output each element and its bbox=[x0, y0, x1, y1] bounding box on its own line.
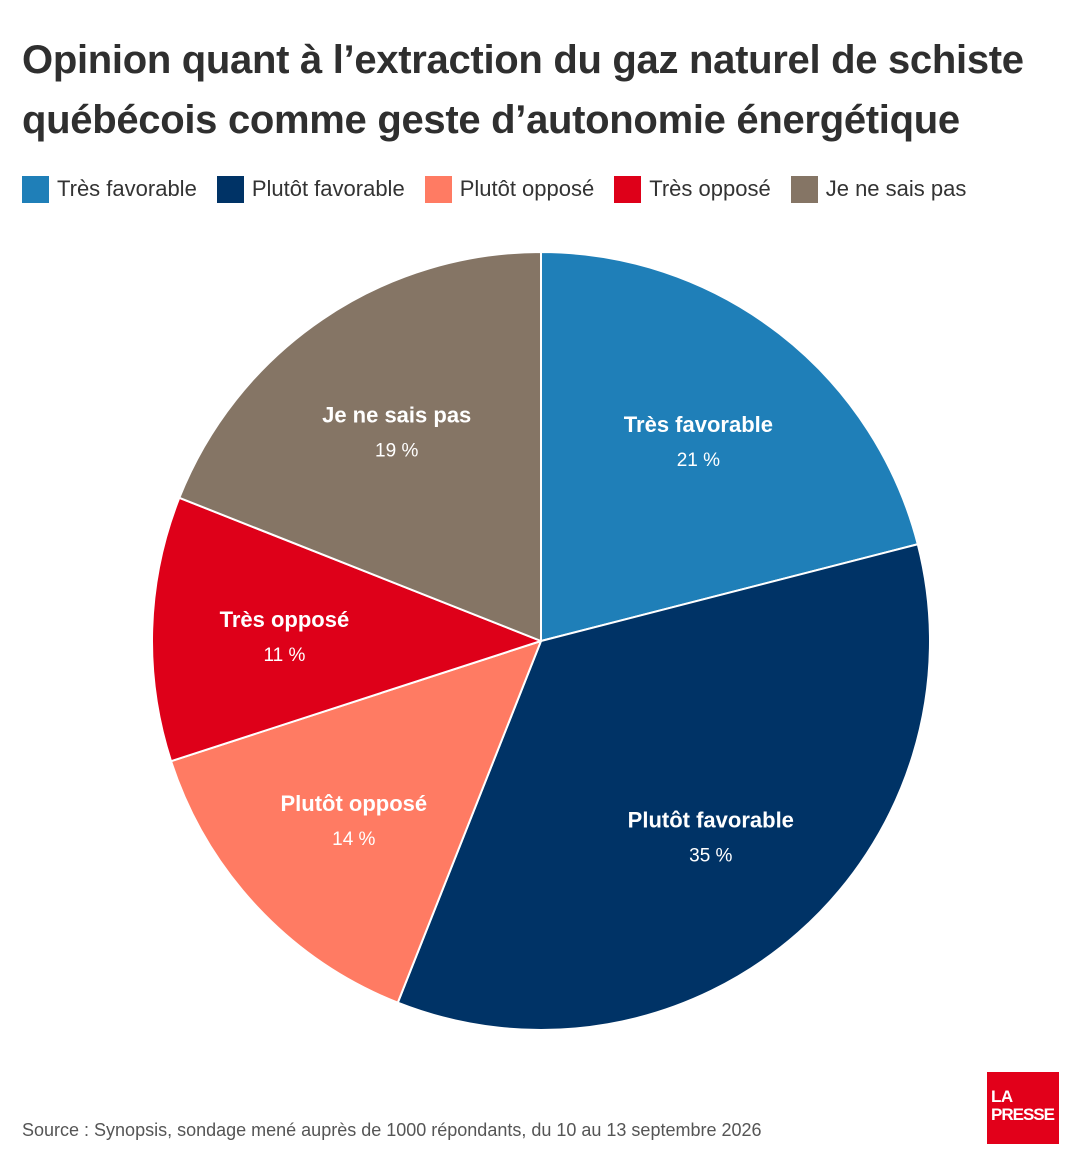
source-note: Source : Synopsis, sondage mené auprès d… bbox=[22, 1120, 762, 1140]
slice-value-plutot-favorable: 35 % bbox=[689, 846, 732, 867]
pie-slice-tres-favorable bbox=[540, 251, 919, 642]
slice-label-tres-favorable: Très favorable bbox=[624, 412, 773, 437]
legend-label: Très favorable bbox=[57, 176, 197, 201]
legend-label: Je ne sais pas bbox=[825, 176, 967, 201]
legend-swatch bbox=[790, 175, 818, 203]
logo-text-la: LA bbox=[991, 1087, 1013, 1106]
legend-item-plutot-oppose: Plutôt opposé bbox=[424, 175, 595, 203]
legend: Très favorable Plutôt favorable Plutôt o… bbox=[22, 172, 986, 206]
legend-label: Plutôt favorable bbox=[251, 176, 405, 201]
slice-value-tres-oppose: 11 % bbox=[263, 645, 305, 666]
chart-title: Opinion quant à l’extraction du gaz natu… bbox=[22, 38, 1024, 142]
slice-value-tres-favorable: 21 % bbox=[677, 450, 720, 471]
legend-swatch bbox=[424, 175, 452, 203]
slice-label-plutot-favorable: Plutôt favorable bbox=[628, 808, 794, 833]
la-presse-logo: LA PRESSE bbox=[987, 1072, 1059, 1144]
legend-swatch bbox=[216, 175, 244, 203]
legend-item-tres-favorable: Très favorable bbox=[22, 175, 197, 203]
legend-item-tres-oppose: Très opposé bbox=[614, 175, 771, 203]
legend-item-je-ne-sais-pas: Je ne sais pas bbox=[790, 175, 967, 203]
legend-label: Plutôt opposé bbox=[459, 176, 595, 201]
legend-swatch bbox=[22, 175, 49, 203]
legend-swatch bbox=[614, 175, 642, 203]
slice-value-plutot-oppose: 14 % bbox=[332, 829, 375, 850]
pie-slice-tres-oppose bbox=[151, 496, 542, 763]
legend-item-plutot-favorable: Plutôt favorable bbox=[216, 175, 405, 203]
slice-label-je-ne-sais-pas: Je ne sais pas bbox=[322, 403, 471, 428]
pie-slice-je-ne-sais-pas bbox=[178, 251, 542, 642]
legend-label: Très opposé bbox=[649, 176, 771, 201]
pie-slice-plutot-favorable bbox=[396, 543, 931, 1031]
slice-label-plutot-oppose: Plutôt opposé bbox=[280, 791, 427, 816]
slice-value-je-ne-sais-pas: 19 % bbox=[375, 441, 418, 462]
slice-label-tres-oppose: Très opposé bbox=[220, 607, 350, 632]
logo-text-presse: PRESSE bbox=[991, 1105, 1055, 1124]
